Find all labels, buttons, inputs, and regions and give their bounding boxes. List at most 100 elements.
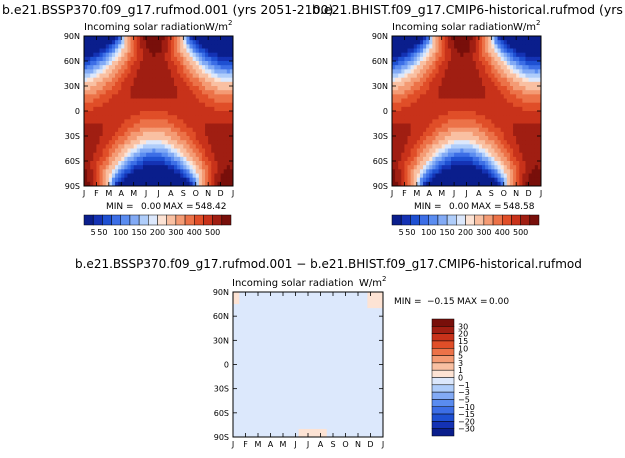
panel-3-cell [267, 296, 271, 301]
panel-2-cell [404, 56, 408, 62]
panel-1-cell [96, 136, 100, 141]
panel-1-cell [87, 73, 91, 79]
panel-2-cell [519, 86, 523, 91]
panel-1-cell [205, 77, 209, 83]
panel-1-cell [152, 36, 156, 41]
panel-2-cell [491, 94, 495, 99]
panel-1-cell [198, 173, 203, 179]
panel-1-cell [220, 111, 225, 116]
panel-1-cell [177, 148, 181, 154]
panel-3-cell [320, 304, 325, 309]
panel-1-swatch [138, 214, 149, 226]
panel-3-cell [289, 360, 293, 365]
panel-1-cell [93, 131, 97, 137]
panel-1-cell [214, 136, 218, 141]
panel-1-cell [142, 140, 147, 145]
panel-3-cell [267, 308, 271, 313]
panel-1-cell [105, 56, 110, 62]
panel-1-cell [174, 161, 178, 166]
panel-2-cell [525, 177, 529, 183]
panel-2-cell [475, 73, 480, 79]
panel-3-units: W/m2 [359, 275, 386, 289]
panel-1-cell [121, 140, 125, 145]
panel-3-cell [264, 356, 268, 361]
panel-2-cell [401, 36, 405, 41]
panel-1-cell [136, 177, 141, 183]
panel-3-cell [233, 316, 237, 321]
panel-3-cell [289, 336, 293, 341]
panel-2-cell [475, 86, 480, 91]
panel-2-cell [444, 48, 449, 54]
panel-1-cell [133, 177, 138, 183]
panel-2-cell [466, 69, 470, 74]
panel-2-cell [395, 48, 399, 54]
panel-3-cell [308, 308, 312, 313]
panel-1-cell [208, 115, 212, 120]
panel-3-cell [311, 400, 315, 406]
panel-2-cell [494, 86, 498, 91]
panel-3-cell [261, 292, 265, 297]
panel-2-cell [426, 73, 430, 79]
panel-2-cell [392, 61, 396, 66]
panel-1-cell [118, 161, 122, 166]
panel-3-cell [308, 320, 312, 325]
panel-1-cell [177, 156, 181, 162]
panel-2-cell [450, 127, 455, 133]
panel-1-cell [99, 177, 104, 183]
panel-3-cell [336, 336, 340, 341]
panel-2-cell [460, 115, 464, 120]
panel-2-cell [435, 148, 439, 154]
panel-3-cell [239, 324, 243, 329]
panel-2-cell [528, 98, 533, 104]
panel-3-cell [242, 332, 246, 337]
panel-2-cell [503, 115, 508, 120]
panel-1-cell [118, 115, 122, 120]
panel-3-cell [264, 308, 268, 313]
panel-2-cell [525, 111, 529, 116]
panel-3-cell [314, 408, 318, 414]
panel-2-cell [438, 44, 443, 49]
panel-2-cell [463, 127, 467, 133]
panel-2-cell [429, 90, 433, 95]
panel-1-cell [102, 119, 107, 124]
panel-2-cell [472, 106, 477, 112]
panel-1-cell [195, 48, 200, 54]
panel-3-cell [336, 412, 340, 418]
panel-3-cell [308, 348, 312, 353]
panel-1-cell [226, 148, 231, 154]
panel-2-cell [429, 40, 433, 45]
panel-1-cell [220, 123, 225, 129]
panel-2-cell [404, 86, 408, 91]
panel-1-ytick-label: 60N [64, 57, 80, 66]
panel-3-cell [333, 340, 337, 345]
panel-1-cell [90, 119, 94, 124]
panel-1-cell [90, 111, 94, 116]
panel-3-cell [254, 416, 259, 422]
panel-3-cell [254, 340, 259, 345]
panel-2-cell [426, 61, 430, 66]
panel-1-cell [208, 181, 212, 187]
panel-1-cell [136, 73, 141, 79]
panel-1-cell [208, 77, 212, 83]
panel-2-cell [444, 131, 449, 137]
panel-2-cell [513, 40, 517, 45]
panel-2-cell [450, 173, 455, 179]
panel-1-xtick-label: A [119, 189, 125, 198]
panel-1-cell [87, 177, 91, 183]
panel-1-cell [214, 77, 218, 83]
panel-2-cell [485, 61, 489, 66]
panel-2-cell [460, 156, 464, 162]
panel-2-cell [503, 81, 508, 87]
panel-3-cell [239, 328, 243, 333]
panel-1-cell [152, 61, 156, 66]
panel-3-cell [317, 392, 321, 398]
panel-2-cell [506, 119, 511, 124]
panel-3-cell [254, 352, 259, 357]
panel-1-cell [195, 115, 200, 120]
panel-3-cell [326, 336, 331, 341]
panel-2-cell [491, 165, 495, 170]
panel-2-cell [450, 56, 455, 62]
panel-1-cell [170, 36, 175, 41]
panel-1-cell [208, 61, 212, 66]
panel-2-cell [457, 177, 461, 183]
